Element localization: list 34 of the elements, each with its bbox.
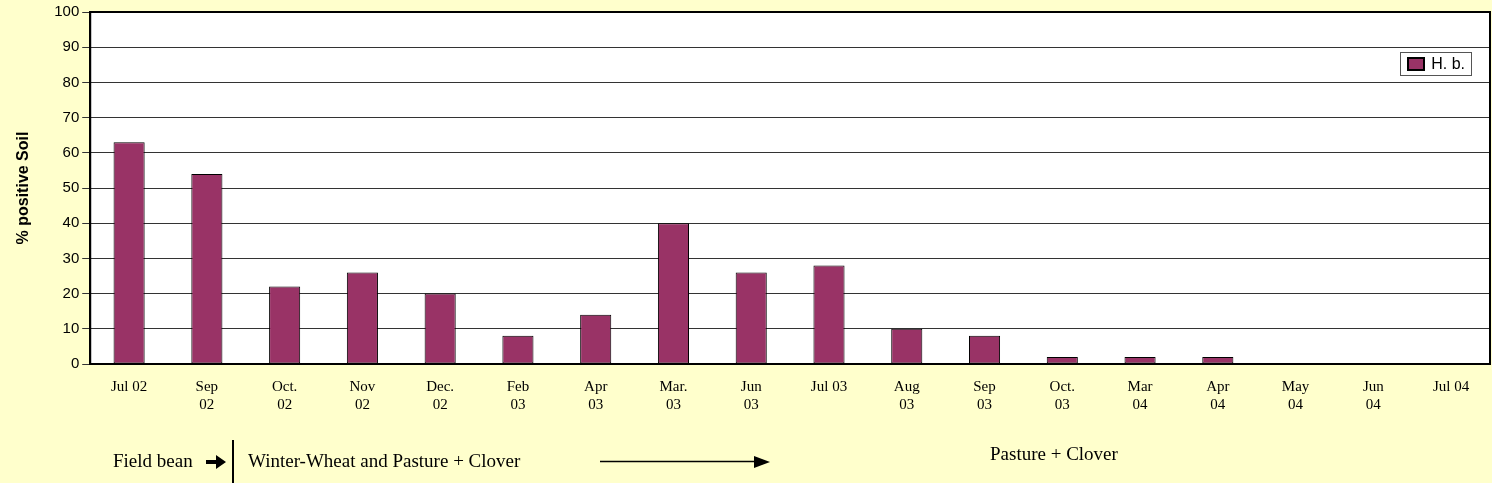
x-tick-label: Feb 03	[506, 377, 530, 412]
y-tick-label: 10	[62, 318, 80, 336]
x-tick-label: Sep 02	[195, 377, 219, 412]
text: Winter-Wheat and Pasture + Clover	[248, 450, 521, 472]
y-tick-label: 80	[62, 72, 80, 90]
x-tick-label: May 04	[1281, 377, 1310, 412]
text: Field bean	[113, 450, 193, 472]
x-tick-label: Jul 02	[110, 377, 148, 394]
x-tick-label: Oct. 02	[271, 377, 298, 412]
x-tick-label: Oct. 03	[1049, 377, 1075, 412]
y-tick-label: 70	[62, 107, 80, 125]
x-tick-label: Apr 04	[1206, 377, 1230, 412]
x-tick-label: Aug 03	[893, 377, 921, 412]
legend-label: H. b.	[1431, 55, 1465, 73]
x-tick-label: Sep 03	[973, 377, 996, 412]
x-tick-label: Dec. 02	[426, 377, 455, 412]
y-tick-label: 50	[62, 178, 80, 196]
x-tick-label: Nov 02	[349, 377, 376, 412]
x-tick-label: Jul 04	[1432, 377, 1470, 394]
x-tick-label: Jun 03	[740, 377, 763, 412]
x-tick-label: Jun 04	[1362, 377, 1385, 412]
x-tick-label: Jul 03	[810, 377, 848, 394]
y-tick-label: 40	[62, 213, 80, 231]
text: Pasture + Clover	[990, 443, 1118, 465]
y-tick-label: 60	[62, 142, 80, 160]
y-tick-label: 90	[62, 37, 80, 55]
y-axis-title: % positive Soil	[14, 131, 32, 245]
y-tick-label: 30	[62, 248, 80, 266]
x-tick-label: Mar. 03	[659, 377, 688, 412]
x-tick-label: Apr 03	[584, 377, 608, 412]
x-tick-label: Mar 04	[1127, 377, 1153, 412]
y-tick-label: 20	[62, 283, 80, 301]
y-tick-label: 100	[54, 2, 80, 20]
y-tick-label: 0	[70, 354, 80, 372]
